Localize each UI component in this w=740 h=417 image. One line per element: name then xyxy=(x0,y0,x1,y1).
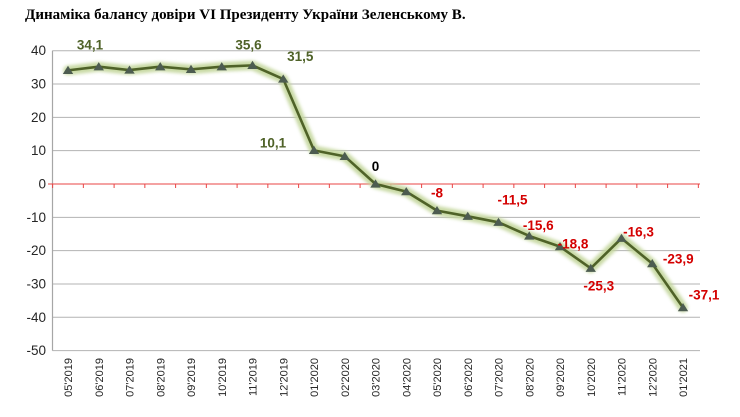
data-point-marker xyxy=(554,242,566,251)
data-point-marker xyxy=(185,64,197,73)
data-point-marker xyxy=(308,145,320,154)
data-point-label: 34,1 xyxy=(77,37,104,52)
y-tick-label: -20 xyxy=(26,243,46,258)
data-point-marker xyxy=(462,211,473,220)
y-tick-label: -10 xyxy=(26,210,46,225)
y-tick-label: 10 xyxy=(31,143,46,158)
data-point-label: -25,3 xyxy=(583,278,614,293)
data-point-marker xyxy=(401,187,412,196)
x-tick-label: 12'2020 xyxy=(647,358,659,397)
data-point-marker xyxy=(278,74,289,83)
data-point-label: 0 xyxy=(372,159,380,174)
data-point-marker xyxy=(431,206,443,215)
y-tick-label: 40 xyxy=(31,43,46,58)
x-tick-label: 10'2019 xyxy=(217,358,229,397)
x-tick-label: 04'2020 xyxy=(401,358,413,397)
x-tick-label: 10'2020 xyxy=(586,358,598,397)
y-tick-label: -30 xyxy=(26,276,46,291)
x-tick-label: 03'2020 xyxy=(371,358,383,397)
x-tick-label: 02'2020 xyxy=(340,358,352,397)
data-point-marker xyxy=(616,233,627,242)
data-point-marker xyxy=(524,231,535,240)
data-point-marker xyxy=(155,62,166,71)
data-point-label: 10,1 xyxy=(260,135,287,150)
x-tick-label: 06'2020 xyxy=(463,358,475,397)
x-tick-label: 11'2020 xyxy=(617,358,629,396)
chart-title: Динаміка балансу довіри VI Президенту Ук… xyxy=(25,7,466,23)
data-point-marker xyxy=(124,65,135,74)
x-tick-label: 05'2019 xyxy=(63,358,75,397)
y-tick-label: 30 xyxy=(31,77,46,92)
x-tick-label: 12'2019 xyxy=(278,358,290,397)
data-point-label: -37,1 xyxy=(689,288,720,303)
data-point-marker xyxy=(247,60,258,69)
x-tick-label: 11'2019 xyxy=(248,358,260,396)
y-tick-label: -50 xyxy=(26,343,46,358)
x-tick-label: 08'2020 xyxy=(524,358,536,397)
data-point-marker xyxy=(339,151,350,160)
x-tick-label: 09'2019 xyxy=(186,358,198,397)
data-point-label: -15,6 xyxy=(523,218,554,233)
data-point-label: -18,8 xyxy=(558,237,589,252)
data-point-marker xyxy=(62,65,74,74)
data-point-marker xyxy=(216,62,227,71)
x-tick-label: 07'2020 xyxy=(494,358,506,397)
data-point-marker xyxy=(493,217,504,226)
x-tick-label: 06'2019 xyxy=(94,358,106,397)
data-point-marker xyxy=(677,303,689,312)
data-point-marker xyxy=(585,263,596,272)
x-tick-label: 01'2020 xyxy=(309,358,321,397)
data-point-label: -16,3 xyxy=(623,224,654,239)
y-tick-label: -40 xyxy=(26,310,46,325)
x-tick-label: 08'2019 xyxy=(155,358,167,397)
data-point-marker xyxy=(370,179,381,188)
data-point-label: 35,6 xyxy=(235,37,262,52)
x-tick-label: 09'2020 xyxy=(555,358,567,397)
data-point-marker xyxy=(647,259,658,268)
x-tick-label: 05'2020 xyxy=(432,358,444,397)
data-point-label: -8 xyxy=(431,186,443,201)
y-tick-label: 0 xyxy=(38,177,46,192)
data-point-marker xyxy=(93,62,104,71)
data-point-label: -11,5 xyxy=(497,192,528,207)
x-tick-label: 07'2019 xyxy=(125,358,137,397)
x-tick-label: 01'2021 xyxy=(678,358,690,397)
data-point-label: -23,9 xyxy=(663,252,694,267)
data-point-label: 31,5 xyxy=(287,49,314,64)
y-tick-label: 20 xyxy=(31,110,46,125)
